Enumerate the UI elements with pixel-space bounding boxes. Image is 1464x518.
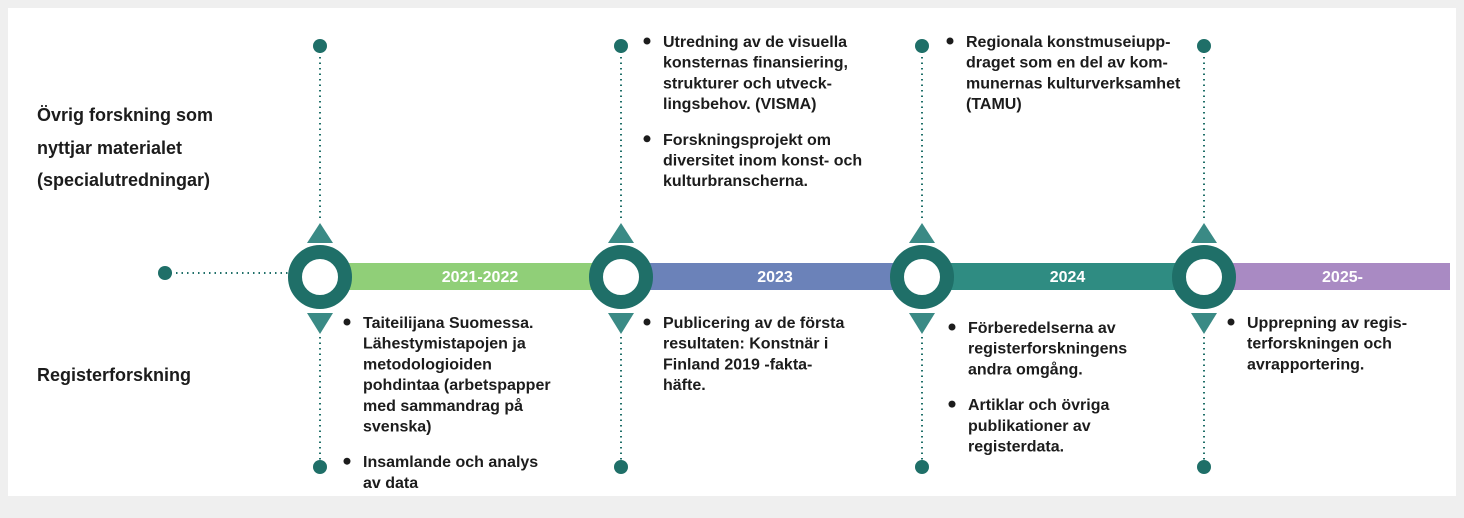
triangle-up <box>909 223 935 243</box>
milestone <box>589 245 653 309</box>
bullet-text: Artiklar och övriga <box>968 397 1109 414</box>
bullet <box>948 400 956 408</box>
triangle-up <box>608 223 634 243</box>
triangle-down <box>909 313 935 334</box>
bullet <box>343 457 351 465</box>
bullet-text: registerdata. <box>968 439 1064 456</box>
triangle-down <box>608 313 634 334</box>
bullet <box>946 37 954 45</box>
dot <box>313 460 327 474</box>
milestone <box>1172 245 1236 309</box>
bullet-text: diversitet inom konst- och <box>663 153 862 170</box>
bullet-text: Publicering av de första <box>663 315 844 332</box>
bullet-text: Forskningsprojekt om <box>663 132 831 149</box>
dot <box>614 460 628 474</box>
bullet-text: med sammandrag på <box>363 397 523 415</box>
row-label-other: (specialutredningar) <box>37 170 210 190</box>
bullet <box>643 318 651 326</box>
period-label: 2025- <box>1322 269 1363 286</box>
bullet-text: lingsbehov. (VISMA) <box>663 96 816 113</box>
bullet-text: häfte. <box>663 377 706 394</box>
bullet-text: Lähestymistapojen ja <box>363 336 526 353</box>
milestone <box>288 245 352 309</box>
bullet-text: resultaten: Konstnär i <box>663 336 828 353</box>
bullet-text: metodologioiden <box>363 356 492 373</box>
bullet-text: Utredning av de visuella <box>663 34 847 51</box>
milestone <box>890 245 954 309</box>
bullet <box>1227 318 1235 326</box>
bullet-text: avrapportering. <box>1247 356 1364 373</box>
row-label-other: Övrig forskning som <box>37 105 213 125</box>
bullet-text: konsternas finansiering, <box>663 55 848 72</box>
timeline-segment <box>930 263 1185 290</box>
period-label: 2023 <box>757 269 793 286</box>
row-label-register: Registerforskning <box>37 365 191 385</box>
timeline-segment <box>1215 263 1450 290</box>
bullet-text: strukturer och utveck- <box>663 75 832 92</box>
dot <box>1197 460 1211 474</box>
bullet-text: kulturbranscherna. <box>663 173 808 190</box>
dot <box>313 39 327 53</box>
bullet-text: Upprepning av regis- <box>1247 315 1407 332</box>
dot <box>915 39 929 53</box>
triangle-up <box>307 223 333 243</box>
bullet-text: svenska) <box>363 419 432 436</box>
triangle-up <box>1191 223 1217 243</box>
dot <box>614 39 628 53</box>
period-label: 2024 <box>1050 269 1086 286</box>
timeline-segment <box>340 263 600 290</box>
dot <box>915 460 929 474</box>
row-label-other: nyttjar materialet <box>37 138 182 158</box>
triangle-down <box>1191 313 1217 334</box>
bullet-text: publikationer av <box>968 418 1091 435</box>
bullet-text: terforskningen och <box>1247 336 1392 353</box>
bullet-text: av data <box>363 475 418 492</box>
bullet <box>643 135 651 143</box>
bullet-text: Finland 2019 -fakta- <box>663 356 812 373</box>
bullet-text: Insamlande och analys <box>363 454 538 471</box>
bullet-text: Regionala konstmuseiupp- <box>966 34 1170 51</box>
bullet <box>343 318 351 326</box>
bullet-text: Förberedelserna av <box>968 320 1116 337</box>
timeline-segment <box>630 263 900 290</box>
bullet-text: pohdintaa (arbetspapper <box>363 377 551 394</box>
bullet-text: munernas kulturverksamhet <box>966 75 1181 92</box>
triangle-down <box>307 313 333 334</box>
bullet-text: Taiteilijana Suomessa. <box>363 315 533 332</box>
period-label: 2021-2022 <box>442 269 519 286</box>
dot <box>158 266 172 280</box>
bullet-text: andra omgång. <box>968 360 1083 378</box>
bullet-text: (TAMU) <box>966 96 1022 113</box>
bullet-text: draget som en del av kom- <box>966 55 1168 72</box>
dot <box>1197 39 1211 53</box>
bullet-text: registerforskningens <box>968 341 1127 358</box>
bullet <box>643 37 651 45</box>
bullet <box>948 323 956 331</box>
